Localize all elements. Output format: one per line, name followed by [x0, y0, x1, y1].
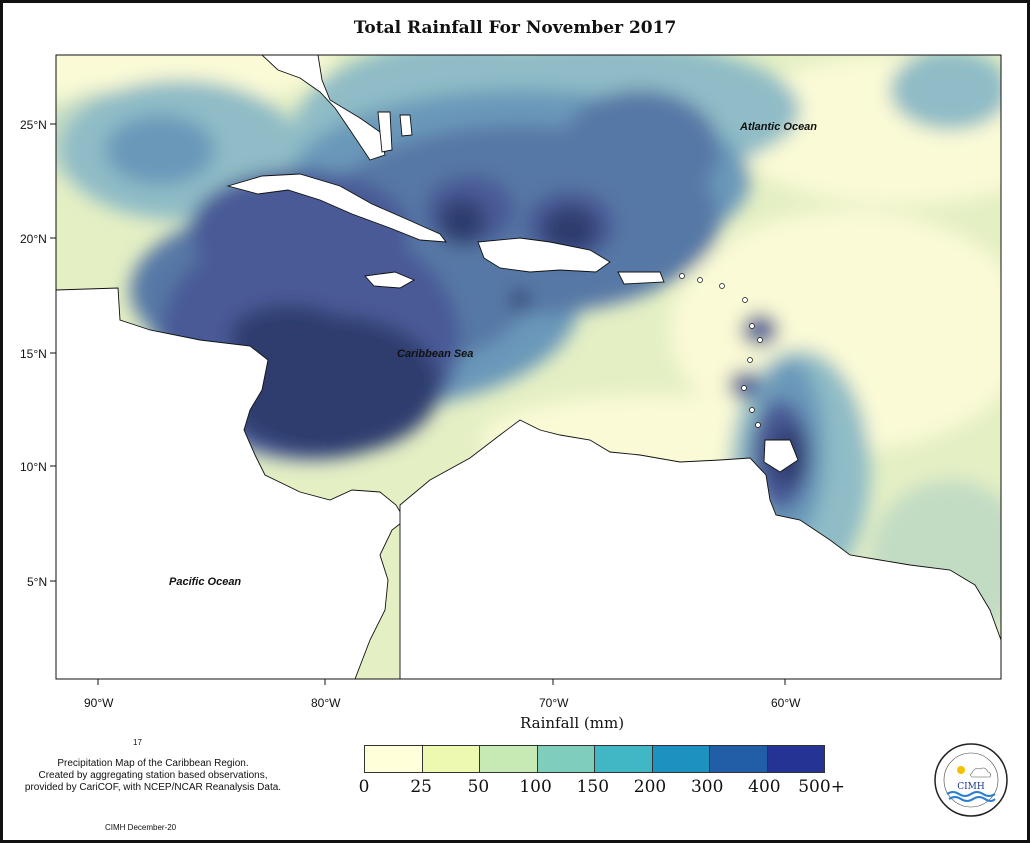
land-bahamas-1 — [377, 111, 393, 153]
description-line: Precipitation Map of the Caribbean Regio… — [57, 758, 249, 769]
legend-title: Rainfall (mm) — [520, 714, 625, 732]
logo-text: CIMH — [957, 782, 985, 792]
lat-label-15n: 15°N — [20, 347, 47, 361]
island — [757, 337, 763, 343]
legend-tick: 500+ — [798, 777, 845, 797]
rainfall-field — [56, 55, 1001, 679]
rainfall-contour — [560, 90, 720, 210]
island — [719, 283, 725, 289]
island — [749, 323, 755, 329]
lon-label-90w: 90°W — [84, 696, 114, 710]
legend-swatch — [480, 746, 538, 772]
land-trinidad — [763, 439, 799, 473]
rainfall-contour — [230, 305, 350, 365]
label-pacific-ocean: Pacific Ocean — [169, 576, 241, 588]
wave-icon — [946, 791, 996, 797]
lat-label-10n: 10°N — [20, 460, 47, 474]
description-line: provided by CariCOF, with NCEP/NCAR Rean… — [24, 782, 282, 793]
wave-icon — [948, 796, 996, 802]
axis-ticks — [50, 123, 786, 685]
legend-swatch — [652, 746, 710, 772]
footer-number: 17 — [133, 738, 142, 747]
land-masses — [56, 55, 1001, 679]
legend-swatch — [595, 746, 653, 772]
label-caribbean-sea: Caribbean Sea — [397, 348, 473, 360]
lon-label-60w: 60°W — [771, 696, 801, 710]
legend-tick: 300 — [690, 777, 724, 797]
rainfall-contour — [729, 371, 761, 399]
land-florida — [261, 55, 386, 161]
land-jamaica — [364, 271, 416, 289]
island — [755, 422, 761, 428]
lat-label-25n: 25°N — [20, 118, 47, 132]
land-south-america — [399, 419, 1001, 679]
label-atlantic-ocean: Atlantic Ocean — [739, 121, 817, 133]
sun-icon — [957, 766, 965, 774]
cloud-icon — [970, 767, 992, 778]
land-central-america — [56, 287, 406, 679]
map-title: Total Rainfall For November 2017 — [353, 18, 677, 38]
island — [742, 297, 748, 303]
legend-tick: 50 — [467, 777, 490, 797]
rainfall-contour — [438, 198, 486, 246]
land-puerto-rico — [617, 271, 665, 285]
legend-tick: 400 — [748, 777, 781, 797]
rainfall-contour — [510, 290, 530, 310]
map-border — [55, 54, 1002, 680]
map-description: Precipitation Map of the Caribbean Regio… — [8, 758, 298, 794]
land-hispaniola — [477, 237, 611, 273]
legend-swatch — [537, 746, 595, 772]
cimh-logo: CIMH — [934, 743, 1008, 817]
rainfall-contour — [105, 115, 215, 185]
legend-tick: 200 — [633, 777, 667, 797]
legend-colorbar — [364, 745, 825, 773]
legend-swatch — [767, 746, 824, 772]
lon-label-80w: 80°W — [311, 696, 341, 710]
lon-label-70w: 70°W — [539, 696, 569, 710]
legend-swatch — [365, 746, 423, 772]
rainfall-contour — [542, 206, 598, 254]
legend-tick: 25 — [410, 777, 433, 797]
legend-tick: 150 — [576, 777, 610, 797]
island — [741, 385, 747, 391]
legend-swatch — [710, 746, 768, 772]
lat-label-20n: 20°N — [20, 232, 47, 246]
land-bahamas-2 — [399, 114, 413, 137]
island — [749, 407, 755, 413]
legend-tick: 0 — [358, 777, 370, 797]
description-line: Created by aggregating station based obs… — [38, 770, 268, 781]
legend-tick-labels: 0 25 50 100 150 200 300 400 500+ — [0, 777, 1030, 801]
land-cuba — [226, 173, 447, 243]
rainfall-contour — [890, 55, 1001, 130]
legend-tick: 100 — [519, 777, 552, 797]
credit-text: CIMH December-20 — [105, 823, 177, 832]
legend-swatch — [422, 746, 480, 772]
rainfall-contour — [742, 314, 778, 346]
lat-label-5n: 5°N — [27, 575, 48, 589]
island — [697, 277, 703, 283]
island — [747, 357, 753, 363]
island — [679, 273, 685, 279]
